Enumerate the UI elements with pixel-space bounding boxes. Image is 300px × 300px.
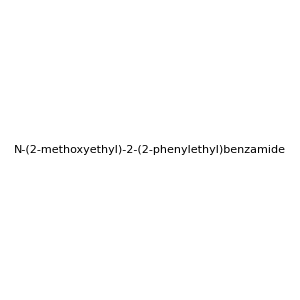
Text: N-(2-methoxyethyl)-2-(2-phenylethyl)benzamide: N-(2-methoxyethyl)-2-(2-phenylethyl)benz…: [14, 145, 286, 155]
